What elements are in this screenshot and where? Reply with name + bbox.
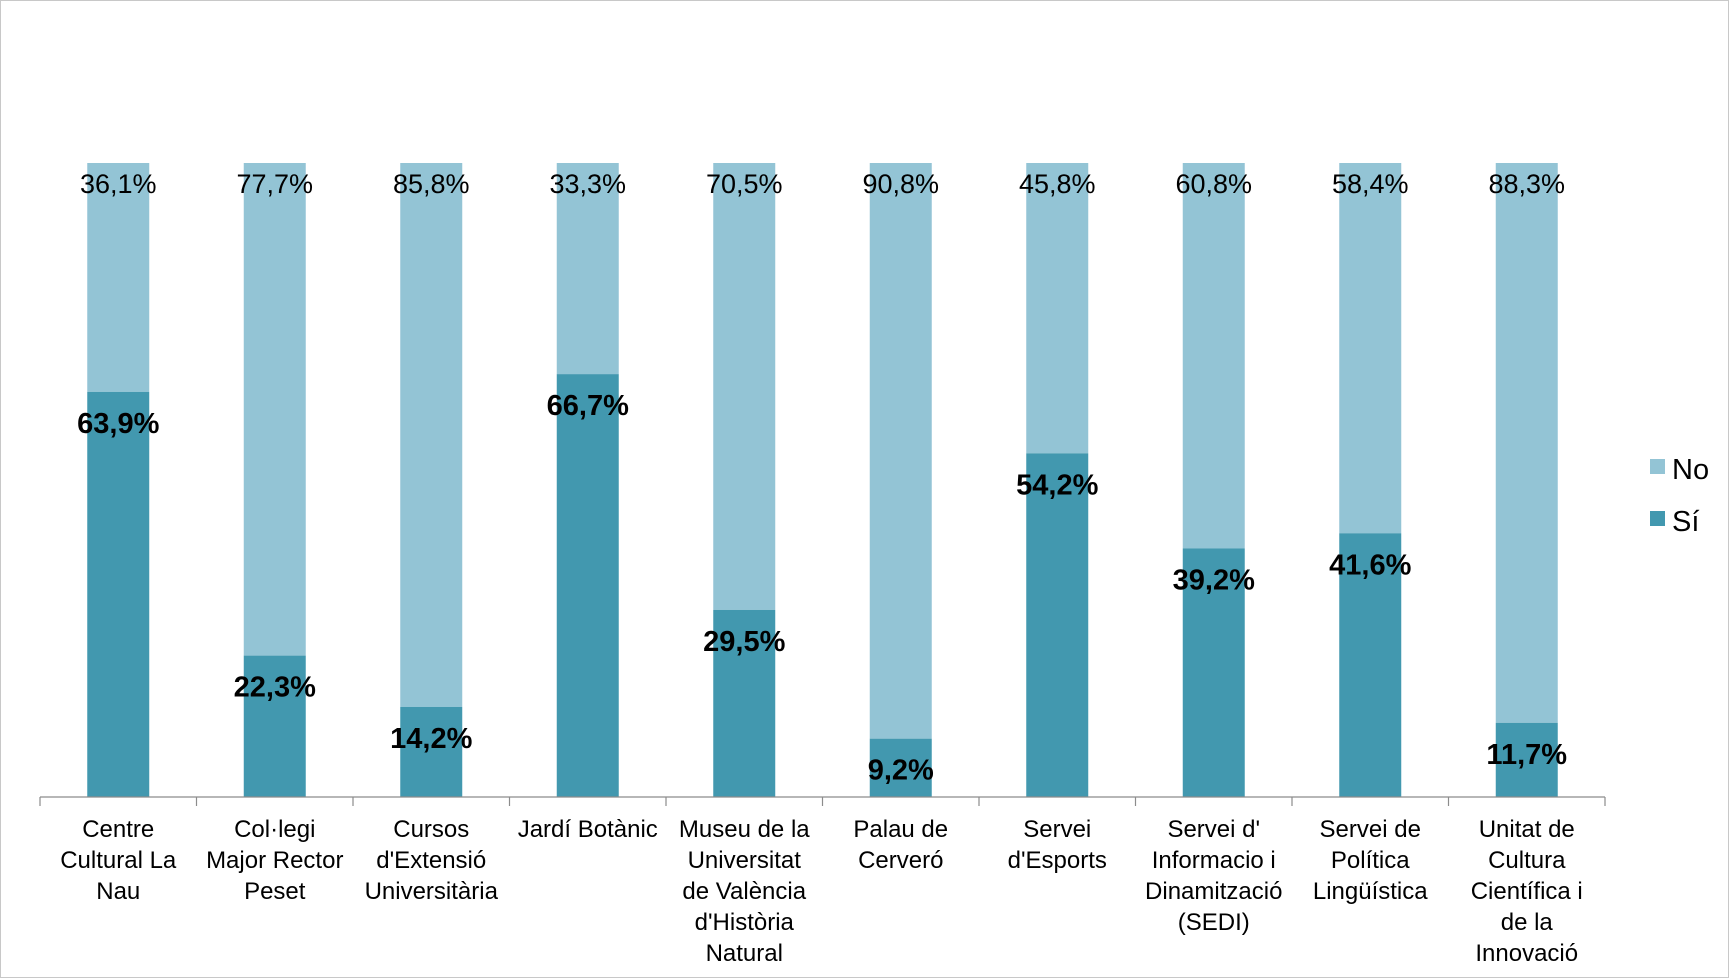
category-label: Cursos d'Extensió Universitària <box>365 816 499 905</box>
data-label-no: 77,7% <box>236 169 313 199</box>
bar-segment-no <box>869 163 932 739</box>
data-label-no: 90,8% <box>862 169 939 199</box>
category-label: Servei de Política Lingüística <box>1313 816 1428 905</box>
data-label-no: 85,8% <box>393 169 470 199</box>
data-label-si: 9,2% <box>868 755 934 787</box>
legend-swatch-si <box>1650 511 1665 526</box>
data-label-no: 70,5% <box>706 169 783 199</box>
data-label-si: 66,7% <box>547 390 629 422</box>
category-label: Museu de la Universitat de València d'Histò… <box>679 816 810 967</box>
bar-segment-si <box>713 609 776 797</box>
legend-label-si: Sí <box>1672 506 1699 538</box>
data-label-si: 29,5% <box>703 626 785 658</box>
category-label: Jardí Botànic <box>518 816 658 843</box>
category-label: Servei d'Esports <box>1008 816 1107 874</box>
data-label-no: 36,1% <box>80 169 157 199</box>
bar-segment-si <box>1495 722 1558 797</box>
bar-segment-no <box>243 163 306 656</box>
bar-segment-no <box>400 163 463 707</box>
bar-segment-no <box>713 163 776 610</box>
legend-label-no: No <box>1672 454 1709 486</box>
bar-segment-si <box>243 655 306 797</box>
bar-segment-si <box>869 738 932 797</box>
data-label-no: 45,8% <box>1019 169 1096 199</box>
category-label: Col·legi Major Rector Peset <box>206 816 343 905</box>
legend-swatch-no <box>1650 459 1665 474</box>
data-label-no: 88,3% <box>1488 169 1565 199</box>
data-label-no: 58,4% <box>1332 169 1409 199</box>
category-label: Servei d' Informacio i Dinamització (SEDI) <box>1145 816 1282 936</box>
bar-segment-si <box>556 374 619 797</box>
bar-segment-no <box>1339 163 1402 534</box>
data-label-no: 33,3% <box>549 169 626 199</box>
bar-segment-si <box>400 706 463 797</box>
category-label: Unitat de Cultura Científica i de la Innovac… <box>1471 816 1583 967</box>
bar-segment-no <box>556 163 619 375</box>
bar-segment-no <box>87 163 150 392</box>
category-label: Palau de Cerveró <box>853 816 948 874</box>
data-label-si: 22,3% <box>234 672 316 704</box>
bar-segment-no <box>1182 163 1245 549</box>
bar-segment-no <box>1495 163 1558 723</box>
bar-segment-si <box>1182 548 1245 797</box>
data-label-si: 54,2% <box>1016 469 1098 501</box>
bar-segment-no <box>1026 163 1089 454</box>
category-label: Centre Cultural La Nau <box>60 816 177 905</box>
bar-segment-si <box>1026 453 1089 797</box>
bar-segment-si <box>1339 533 1402 797</box>
data-label-si: 14,2% <box>390 723 472 755</box>
data-label-no: 60,8% <box>1175 169 1252 199</box>
data-label-si: 39,2% <box>1173 564 1255 596</box>
data-label-si: 63,9% <box>77 408 159 440</box>
data-label-si: 41,6% <box>1329 549 1411 581</box>
data-label-si: 11,7% <box>1486 739 1567 771</box>
bar-segment-si <box>87 391 150 797</box>
